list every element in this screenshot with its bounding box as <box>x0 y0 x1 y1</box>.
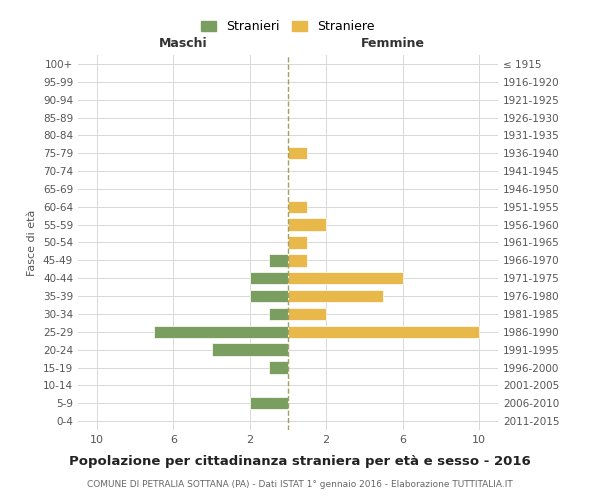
Bar <box>288 290 383 302</box>
Bar <box>212 344 288 356</box>
Bar <box>288 308 326 320</box>
Legend: Stranieri, Straniere: Stranieri, Straniere <box>197 16 379 37</box>
Bar <box>154 326 288 338</box>
Bar <box>288 326 479 338</box>
Bar <box>288 236 307 248</box>
Y-axis label: Fasce di età: Fasce di età <box>28 210 37 276</box>
Bar <box>250 397 288 409</box>
Text: Femmine: Femmine <box>361 36 425 50</box>
Text: COMUNE DI PETRALIA SOTTANA (PA) - Dati ISTAT 1° gennaio 2016 - Elaborazione TUTT: COMUNE DI PETRALIA SOTTANA (PA) - Dati I… <box>87 480 513 489</box>
Text: Maschi: Maschi <box>158 36 208 50</box>
Bar <box>288 147 307 160</box>
Bar <box>269 308 288 320</box>
Bar <box>288 200 307 213</box>
Bar <box>250 272 288 284</box>
Bar <box>269 254 288 266</box>
Bar <box>288 254 307 266</box>
Text: Popolazione per cittadinanza straniera per età e sesso - 2016: Popolazione per cittadinanza straniera p… <box>69 455 531 468</box>
Bar <box>250 290 288 302</box>
Bar <box>288 272 403 284</box>
Bar <box>288 218 326 231</box>
Bar <box>269 361 288 374</box>
